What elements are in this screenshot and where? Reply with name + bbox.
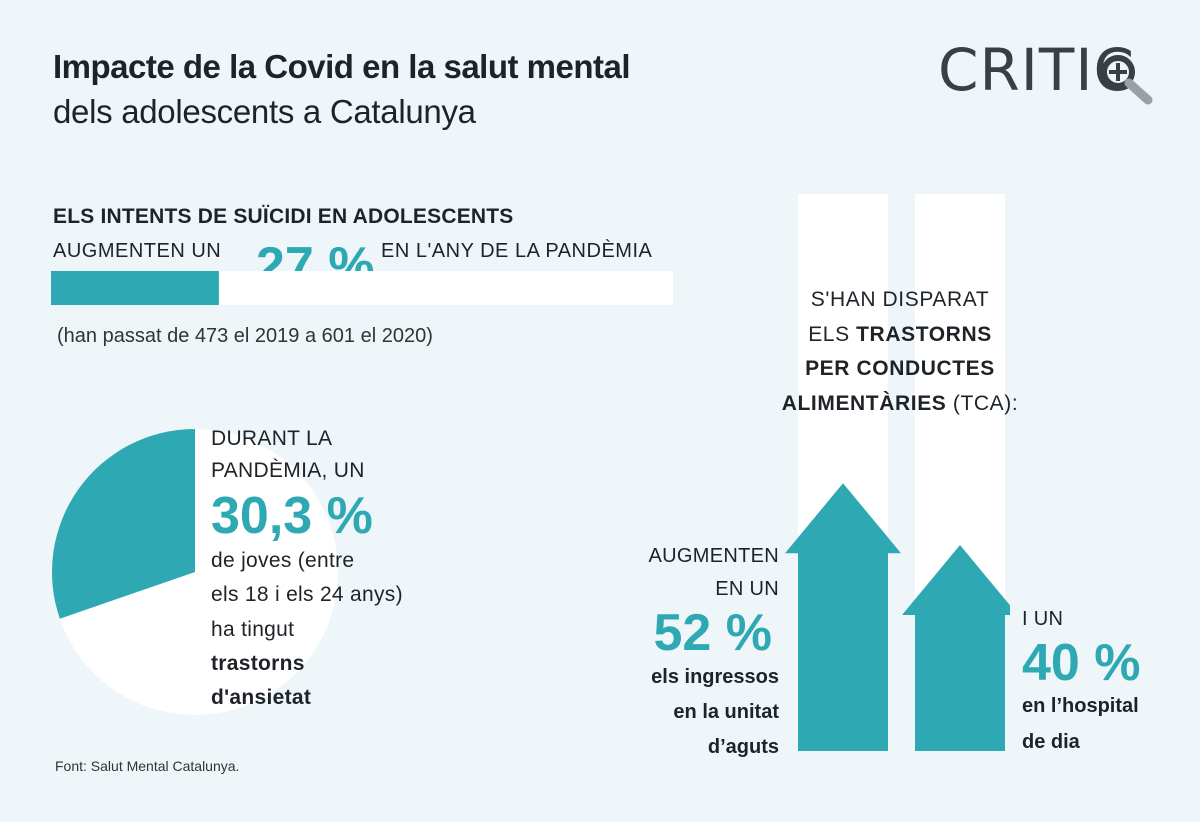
tca-right-line-1: I UN	[1022, 608, 1064, 630]
tca-line-1: S'HAN DISPARAT	[810, 288, 990, 311]
source-note: Font: Salut Mental Catalunya.	[55, 758, 240, 774]
arrow-bar-hospital-dia	[902, 545, 1010, 751]
tca-left-line-1: AUGMENTEN	[648, 545, 779, 567]
arrow-bar-aguts	[785, 483, 901, 751]
critic-logo: CRITIC	[938, 36, 1158, 108]
anxiety-line-2: PANDÈMIA, UN	[211, 459, 365, 482]
pie-slice-anxiety	[52, 429, 195, 619]
suicide-suffix: EN L'ANY DE LA PANDÈMIA	[381, 240, 653, 262]
anxiety-pie-chart	[52, 429, 338, 715]
tca-line-2: ELS TRASTORNS	[750, 323, 1050, 347]
tca-right-bold-2: de dia	[1022, 731, 1080, 753]
tca-line-2-bold: TRASTORNS	[856, 323, 992, 346]
suicide-note: (han passat de 473 el 2019 a 601 el 2020…	[57, 325, 433, 347]
suicide-bar-fill	[51, 271, 219, 305]
tca-arrows-chart	[785, 194, 1010, 751]
page-subtitle: dels adolescents a Catalunya	[53, 93, 476, 130]
anxiety-line-6: trastorns	[211, 652, 305, 675]
anxiety-line-3: de joves (entre	[211, 549, 355, 572]
tca-line-2-prefix: ELS	[808, 323, 850, 346]
page-title: Impacte de la Covid en la salut mental	[53, 48, 631, 85]
tca-right-bold-1: en l’hospital	[1022, 695, 1139, 717]
tca-left-percent: 52 %	[653, 604, 772, 662]
tca-left-bold-2: en la unitat	[673, 701, 779, 723]
suicide-heading: ELS INTENTS DE SUÏCIDI EN ADOLESCENTS	[53, 205, 514, 228]
magnifier-plus-icon	[1101, 55, 1153, 105]
tca-line-4: ALIMENTÀRIES (TCA):	[750, 392, 1050, 416]
tca-left-bold-1: els ingressos	[651, 666, 779, 688]
tca-left-line-2: EN UN	[715, 578, 779, 600]
anxiety-line-7: d'ansietat	[211, 686, 312, 709]
anxiety-line-4: els 18 i els 24 anys)	[211, 583, 403, 606]
anxiety-percent: 30,3 %	[211, 487, 373, 545]
tca-line-3: PER CONDUCTES	[805, 357, 995, 380]
anxiety-line-5: ha tingut	[211, 618, 295, 641]
tca-left-bold-3: d’aguts	[707, 736, 779, 758]
tca-line-4-rest: (TCA):	[952, 392, 1019, 415]
suicide-bar-chart	[51, 271, 673, 305]
anxiety-line-1: DURANT LA	[211, 427, 333, 450]
suicide-prefix: AUGMENTEN UN	[53, 240, 222, 262]
tca-right-percent: 40 %	[1022, 634, 1141, 692]
pie-slice-rest	[59, 429, 338, 715]
tca-line-4-bold: ALIMENTÀRIES	[781, 392, 947, 415]
